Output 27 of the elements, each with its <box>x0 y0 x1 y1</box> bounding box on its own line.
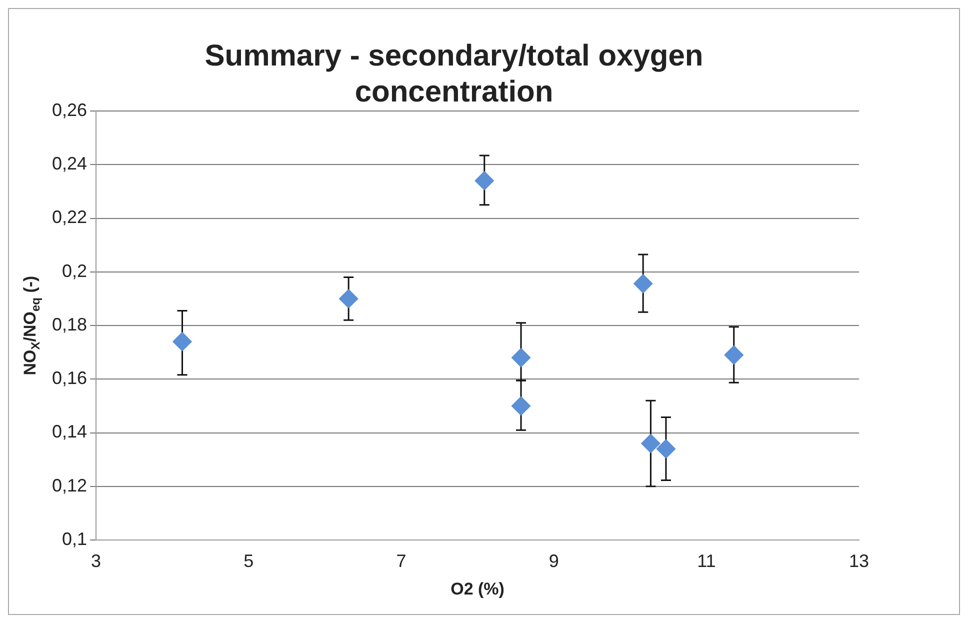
x-tick-label: 11 <box>697 550 716 571</box>
point <box>339 289 358 308</box>
y-tick-label: 0,22 <box>52 207 88 228</box>
chart-title: Summary - secondary/total oxygen concentration <box>204 39 704 108</box>
point <box>641 434 660 453</box>
x-axis-title: O2 (%) <box>450 579 504 598</box>
y-tick-label: 0,24 <box>52 154 88 174</box>
x-tick-label: 13 <box>848 550 870 571</box>
y-tick-label: 0,26 <box>52 100 88 120</box>
x-tick-label: 7 <box>396 550 406 571</box>
y-tick-label: 0,16 <box>52 368 88 388</box>
y-tick-label: 0,1 <box>62 528 88 549</box>
x-tick-label: 3 <box>91 550 102 571</box>
y-axis-title: NOX/NOeq (-) <box>20 276 42 376</box>
x-tick-label: 9 <box>548 550 559 571</box>
y-tick-label: 0,14 <box>52 422 88 442</box>
x-tick-label: 5 <box>244 550 254 571</box>
y-tick-label: 0,18 <box>52 314 88 334</box>
y-tick-label: 0,12 <box>52 475 88 496</box>
point <box>724 345 744 364</box>
y-tick-label: 0,2 <box>62 260 88 281</box>
point <box>474 171 494 190</box>
point <box>512 348 531 368</box>
point <box>512 396 531 416</box>
point <box>172 332 192 352</box>
point <box>634 274 653 294</box>
point <box>656 439 676 458</box>
